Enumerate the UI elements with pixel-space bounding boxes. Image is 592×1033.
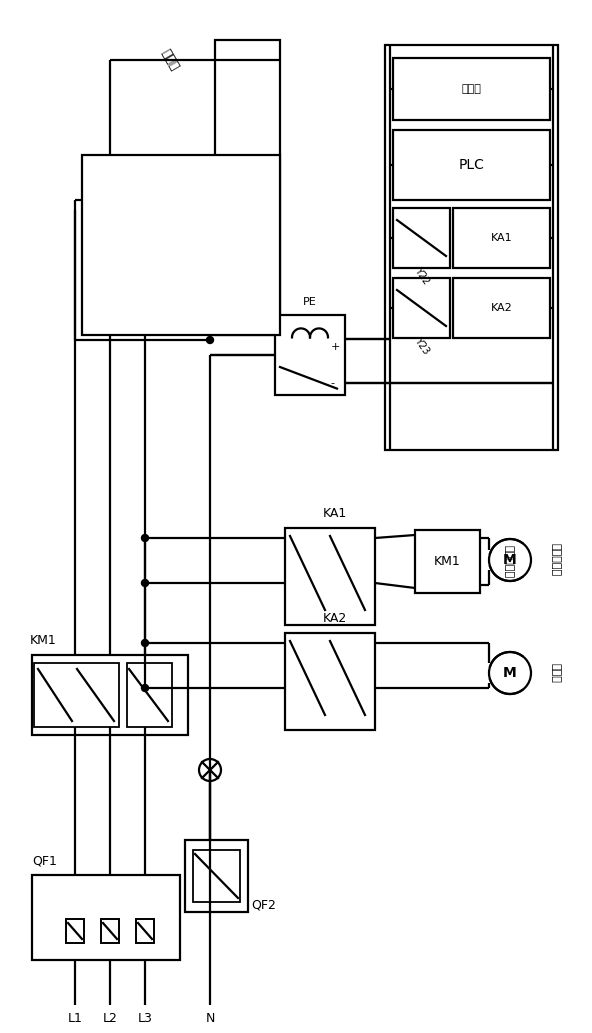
- Text: QF2: QF2: [251, 899, 276, 912]
- Text: 扰动泵: 扰动泵: [550, 663, 560, 683]
- Bar: [285, 528, 375, 625]
- Text: KA2: KA2: [323, 612, 347, 625]
- Text: +: +: [330, 342, 340, 352]
- Text: KA2: KA2: [491, 303, 512, 313]
- Bar: [385, 45, 558, 450]
- Bar: [136, 919, 154, 943]
- Text: -: -: [330, 378, 334, 388]
- Bar: [32, 655, 188, 735]
- Text: PLC: PLC: [459, 158, 484, 173]
- Circle shape: [141, 639, 149, 647]
- Text: L3: L3: [137, 1011, 152, 1025]
- Bar: [34, 663, 119, 727]
- Bar: [32, 875, 180, 960]
- Bar: [393, 130, 550, 200]
- Text: 空气压缩机: 空气压缩机: [550, 543, 560, 576]
- Text: 触摸屏: 触摸屏: [462, 84, 481, 94]
- Text: L1: L1: [67, 1011, 82, 1025]
- Text: 固态继电器: 固态继电器: [503, 545, 513, 578]
- Bar: [275, 315, 345, 395]
- Bar: [193, 850, 240, 902]
- Text: KM1: KM1: [30, 634, 57, 647]
- Bar: [453, 208, 550, 268]
- Bar: [285, 633, 375, 730]
- Text: 发热丝: 发热丝: [159, 48, 181, 73]
- Bar: [415, 530, 480, 593]
- Bar: [185, 840, 248, 912]
- Bar: [66, 919, 84, 943]
- Bar: [393, 58, 550, 120]
- Text: M: M: [503, 666, 517, 680]
- Bar: [215, 40, 280, 335]
- Text: KM1: KM1: [434, 555, 461, 568]
- Text: KA1: KA1: [323, 507, 347, 520]
- Circle shape: [141, 580, 149, 587]
- Circle shape: [207, 337, 214, 344]
- Text: M: M: [503, 553, 517, 567]
- Bar: [393, 208, 450, 268]
- Bar: [393, 278, 450, 338]
- Circle shape: [141, 685, 149, 691]
- Bar: [101, 919, 119, 943]
- Text: KA1: KA1: [491, 233, 512, 243]
- Text: L2: L2: [102, 1011, 117, 1025]
- Text: PE: PE: [303, 298, 317, 307]
- Bar: [453, 278, 550, 338]
- Bar: [127, 663, 172, 727]
- Text: Y22: Y22: [412, 265, 431, 286]
- Circle shape: [141, 534, 149, 541]
- Bar: [82, 155, 280, 335]
- Text: QF1: QF1: [32, 854, 57, 867]
- Text: Y23: Y23: [412, 336, 431, 356]
- Text: N: N: [205, 1011, 215, 1025]
